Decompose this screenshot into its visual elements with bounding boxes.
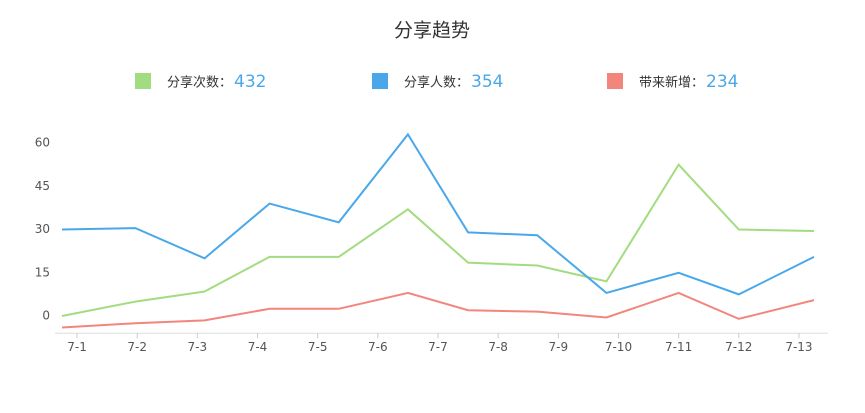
x-tick-label: 7-12 [725,340,752,354]
legend-swatch [607,73,623,89]
y-tick-label: 30 [35,222,50,236]
x-tick-label: 7-5 [308,340,328,354]
legend-label: 分享人数： [404,75,469,91]
x-tick-label: 7-11 [665,340,692,354]
legend-label: 分享次数： [167,75,232,91]
y-tick-label: 0 [42,309,50,323]
y-tick-label: 45 [35,179,50,193]
x-tick-label: 7-7 [428,340,448,354]
series-line [61,162,815,317]
x-tick-label: 7-3 [188,340,208,354]
x-tick-label: 7-4 [248,340,268,354]
chart-title: 分享趋势 [394,20,470,42]
x-tick-label: 7-10 [605,340,632,354]
x-tick-label: 7-13 [785,340,812,354]
legend-total: 432 [234,72,266,92]
legend-swatch [135,73,151,89]
legend-total: 234 [706,72,738,92]
legend-swatch [372,73,388,89]
x-tick-label: 7-2 [127,340,147,354]
series-line [61,132,815,296]
x-tick-label: 7-9 [549,340,569,354]
x-tick-label: 7-1 [67,340,87,354]
legend-label: 带来新增： [639,75,704,91]
y-tick-label: 60 [35,136,50,150]
series-line [61,291,815,329]
x-tick-label: 7-8 [488,340,508,354]
y-tick-label: 15 [35,265,50,279]
legend-total: 354 [471,72,503,92]
x-tick-label: 7-6 [368,340,388,354]
